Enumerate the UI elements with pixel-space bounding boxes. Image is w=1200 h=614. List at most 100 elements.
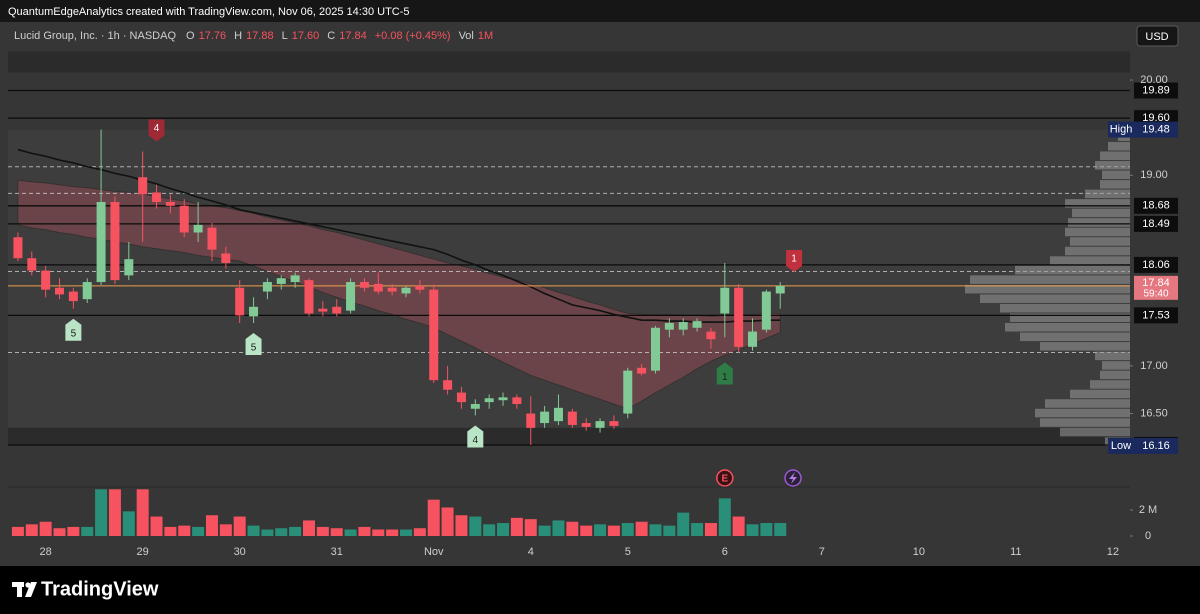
legend-key: L (282, 30, 288, 42)
volume-bar (39, 521, 52, 536)
signal-badge (467, 425, 484, 448)
volume-bar (746, 524, 759, 536)
extreme-value-box (1134, 437, 1178, 454)
candle-body (276, 278, 286, 284)
volume-bar (261, 529, 274, 536)
volume-profile-bar (1040, 418, 1130, 427)
extreme-label-box (1108, 437, 1134, 454)
volume-bar (760, 523, 773, 536)
volume-profile-bar (1070, 237, 1130, 246)
candle-body (720, 287, 730, 314)
volume-bar (441, 507, 454, 536)
volume-bar (205, 515, 218, 536)
level-label: 19.60 (1142, 112, 1170, 124)
volume-bar (580, 525, 593, 536)
y-tick-label: 16.50 (1140, 407, 1168, 419)
volume-tick-label: 0 (1145, 530, 1151, 542)
candle-body (623, 370, 633, 414)
zone (8, 129, 1130, 428)
legend-value: 1M (478, 30, 493, 42)
extreme-label: High (1110, 123, 1133, 135)
y-tick-label: 19.00 (1140, 169, 1168, 181)
volume-bar (316, 526, 329, 536)
countdown-label: 59:40 (1143, 288, 1168, 299)
candle-body (734, 287, 744, 347)
level-label-box (1134, 82, 1178, 99)
candle-body (512, 397, 522, 405)
last-price-label: 17.84 (1142, 277, 1170, 289)
candle-body (27, 258, 37, 271)
volume-bar (122, 511, 135, 536)
candle-body (193, 224, 203, 233)
legend-key: C (327, 30, 335, 42)
volume-profile-bar (1085, 189, 1130, 199)
volume-bar (136, 489, 149, 536)
candle-body (429, 289, 439, 381)
volume-profile-bar (1102, 361, 1130, 370)
y-tick-label: 17.00 (1140, 360, 1168, 372)
currency-button[interactable] (1136, 25, 1179, 47)
brand-name: TradingView (41, 578, 159, 600)
volume-profile-bar (1100, 370, 1130, 380)
volume-bar (11, 526, 24, 536)
plot: 19.8919.6018.6818.4918.0617.5316.1728293… (8, 51, 1178, 558)
candle-body (346, 282, 356, 311)
volume-bar (718, 498, 731, 536)
legend-value: +0.08 (+0.45%) (375, 30, 451, 42)
candle-body (498, 397, 508, 401)
volume-profile-bar (965, 284, 1130, 294)
header-bar (0, 0, 1200, 22)
volume-profile-bar (1000, 303, 1130, 313)
footer (0, 566, 1200, 614)
x-tick-label: 29 (137, 546, 149, 558)
volume-profile-bar (1095, 161, 1130, 170)
volume-bar (704, 523, 717, 536)
x-tick-label: 4 (528, 546, 534, 558)
currency-label[interactable]: USD (1145, 31, 1168, 43)
level-label-box (1134, 256, 1178, 273)
volume-bar (649, 524, 662, 536)
candle-body (41, 270, 51, 290)
x-tick-label: 11 (1010, 546, 1021, 558)
volume-profile-bar (1065, 246, 1130, 256)
volume-bar (386, 529, 399, 536)
volume-bar (372, 529, 385, 536)
event-icon (716, 469, 734, 487)
volume-profile-bar (1102, 170, 1130, 180)
candle-body (207, 227, 217, 250)
volume-profile-bar (1072, 208, 1130, 218)
ohlc-legend: O 17.76 H 17.88 L 17.60 C 17.84 +0.08 (+0.45%) Vo… (186, 30, 493, 42)
candle-body (637, 367, 647, 374)
zone (8, 51, 1130, 73)
volume-profile-bar (1095, 351, 1130, 361)
candle-body (373, 283, 383, 292)
legend-value: 17.60 (292, 30, 320, 42)
candle-body (304, 280, 314, 314)
level-label-box (1134, 215, 1178, 232)
volume-profile-bar (1020, 332, 1130, 342)
signal-label: 5 (71, 328, 77, 339)
legend-key: Vol (459, 30, 474, 42)
level-label: 19.89 (1142, 84, 1170, 96)
volume-bar (400, 529, 413, 536)
level-label: 17.53 (1142, 309, 1170, 321)
volume-bar (691, 523, 704, 536)
volume-profile-bar (1090, 380, 1130, 389)
volume-bar (150, 516, 163, 536)
volume-bar (677, 512, 690, 536)
candle-body (262, 282, 272, 292)
volume-bar (289, 526, 302, 536)
event-label: E (721, 474, 728, 485)
candle-body (553, 407, 563, 422)
volume-profile-bar (1100, 151, 1130, 161)
volume-bar (538, 525, 551, 536)
candle-body (110, 201, 120, 281)
candle-body (748, 331, 758, 347)
level-label: 18.06 (1142, 259, 1170, 271)
volume-bar (663, 525, 676, 536)
candle-body (138, 177, 148, 195)
x-tick-label: 5 (625, 546, 631, 558)
level-label: 18.68 (1142, 200, 1170, 212)
last-price-box (1134, 275, 1178, 300)
